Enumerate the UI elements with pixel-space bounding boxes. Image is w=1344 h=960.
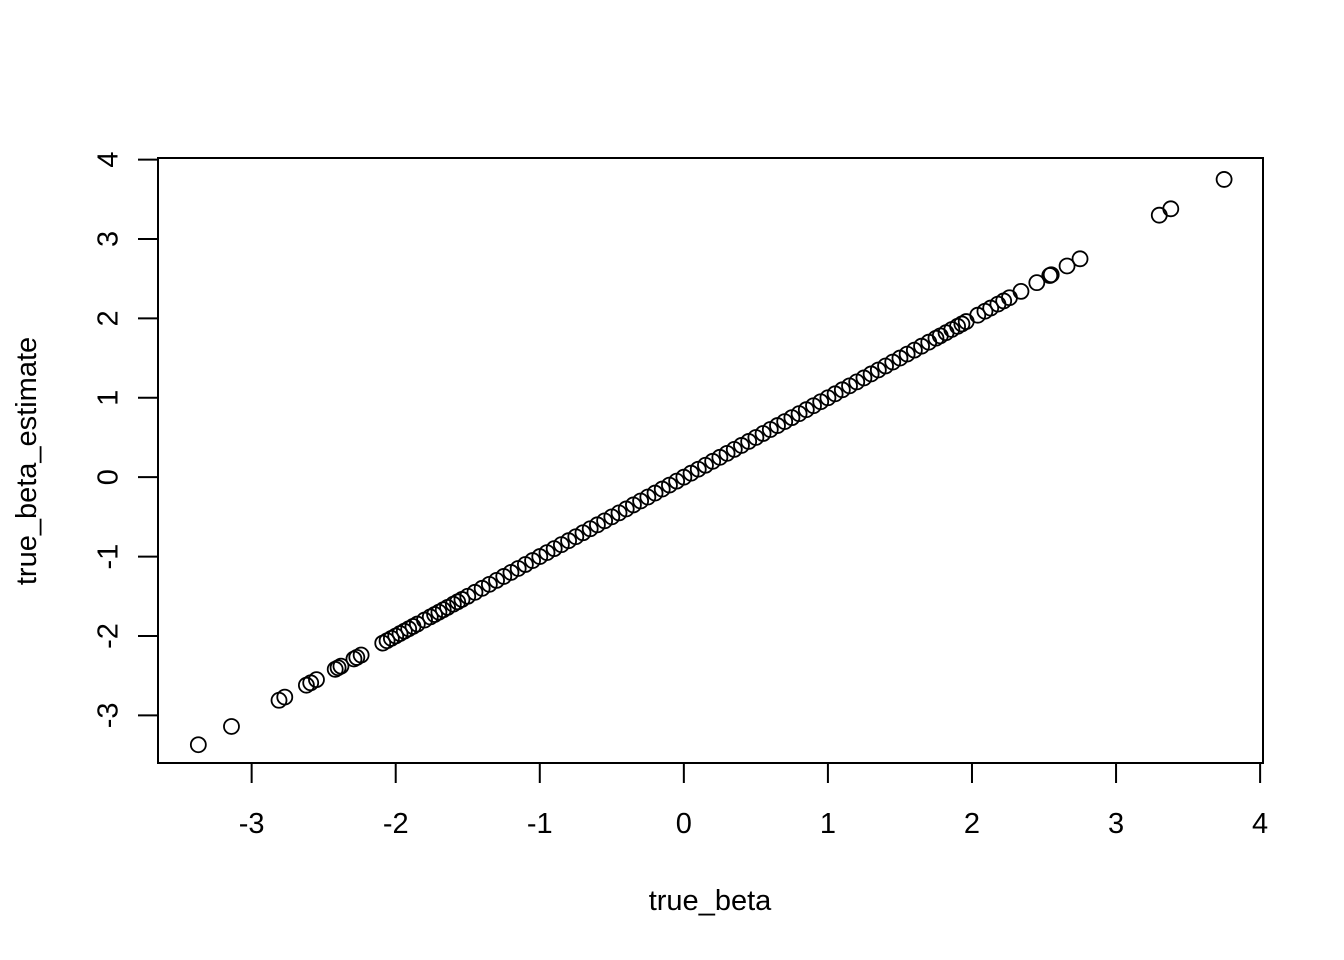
y-tick-label: -1 xyxy=(93,544,125,570)
data-point xyxy=(995,292,1013,310)
data-point xyxy=(1058,257,1076,275)
x-tick-label: -3 xyxy=(239,808,265,840)
y-axis-label: true_beta_estimate xyxy=(11,337,43,585)
y-tick-label: 3 xyxy=(93,231,125,247)
data-point xyxy=(329,659,347,677)
data-point xyxy=(1071,250,1089,268)
data-point xyxy=(302,674,320,692)
data-point xyxy=(1001,289,1018,307)
y-tick-label: 1 xyxy=(93,390,125,406)
data-point xyxy=(1215,171,1233,188)
y-tick-label: 0 xyxy=(93,469,125,485)
data-point xyxy=(1012,282,1030,300)
x-axis-label: true_beta xyxy=(649,885,772,917)
data-point xyxy=(957,313,975,330)
y-tick-label: -2 xyxy=(93,623,125,649)
data-points xyxy=(189,171,1233,754)
data-point xyxy=(931,327,949,345)
data-point xyxy=(1162,200,1180,218)
x-tick-label: 3 xyxy=(1108,808,1124,840)
x-tick-label: 4 xyxy=(1252,808,1268,840)
data-point xyxy=(223,718,240,735)
data-point xyxy=(276,688,294,706)
data-point xyxy=(1042,266,1060,284)
x-axis: -3 -2 -1 0 1 2 3 4 xyxy=(239,762,1268,840)
x-tick-label: -2 xyxy=(383,808,409,840)
y-tick-label: 4 xyxy=(93,152,125,168)
data-point xyxy=(332,657,350,675)
data-point xyxy=(1150,206,1168,224)
data-point xyxy=(189,736,207,754)
x-tick-label: -1 xyxy=(527,808,553,840)
data-point xyxy=(352,646,370,664)
y-tick-label: 2 xyxy=(93,310,125,326)
y-axis: -3 -2 -1 0 1 2 3 4 xyxy=(93,152,159,728)
x-tick-label: 0 xyxy=(676,808,692,840)
data-point xyxy=(308,671,325,689)
data-point xyxy=(1028,274,1046,292)
data-point xyxy=(270,691,288,709)
x-tick-label: 2 xyxy=(964,808,980,840)
x-tick-label: 1 xyxy=(820,808,836,840)
y-tick-label: -3 xyxy=(93,702,125,728)
